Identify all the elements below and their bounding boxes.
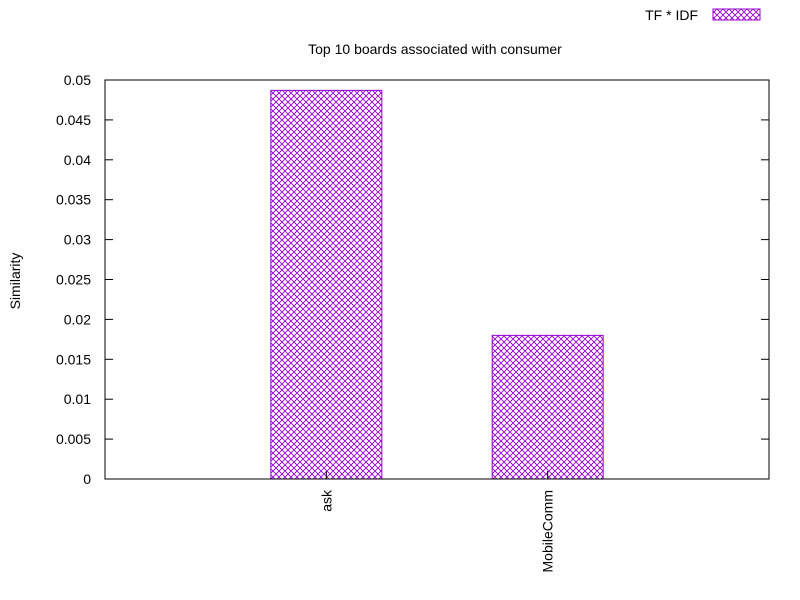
chart-title: Top 10 boards associated with consumer <box>308 41 562 57</box>
y-tick-label: 0.005 <box>56 431 91 447</box>
bar-mobilecomm <box>491 334 604 480</box>
plot-frame <box>104 79 770 480</box>
legend-label: TF * IDF <box>645 7 698 23</box>
x-axis-tick-labels: ask MobileComm <box>318 471 556 572</box>
y-tick-label: 0.04 <box>64 152 91 168</box>
legend: TF * IDF <box>645 7 761 23</box>
y-tick-label: 0.045 <box>56 112 91 128</box>
y-tick-label: 0.025 <box>56 272 91 288</box>
x-tick-label: ask <box>318 489 334 512</box>
y-tick-label: 0.035 <box>56 192 91 208</box>
y-tick-label: 0.03 <box>64 232 91 248</box>
legend-swatch <box>712 8 761 21</box>
x-tick-label: MobileComm <box>540 490 556 572</box>
bar-ask <box>270 89 383 480</box>
bars <box>270 89 604 480</box>
y-tick-label: 0.01 <box>64 391 91 407</box>
y-tick-label: 0.05 <box>64 72 91 88</box>
y-tick-label: 0.02 <box>64 311 91 327</box>
y-axis-ticks: 0 0.005 0.01 0.015 0.02 0.025 0.03 0.035 0.04 0.0… <box>56 72 769 487</box>
y-tick-label: 0 <box>83 471 91 487</box>
y-axis-label: Similarity <box>7 253 23 310</box>
y-tick-label: 0.015 <box>56 351 91 367</box>
